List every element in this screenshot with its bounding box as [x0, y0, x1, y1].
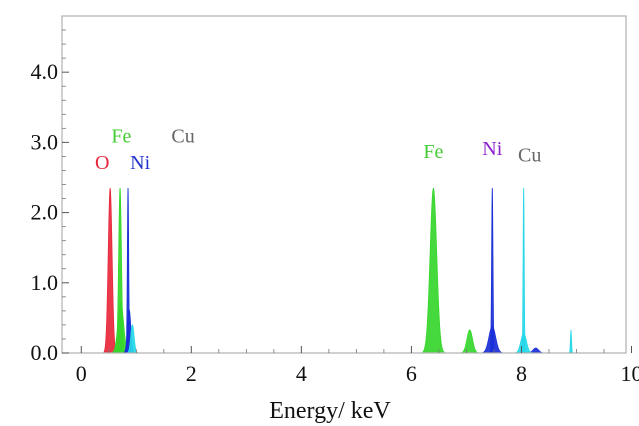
peak-label-cu: Cu [518, 144, 541, 166]
y-tick-label: 3.0 [31, 129, 59, 154]
y-tick-label: 1.0 [31, 270, 59, 295]
peak-label-fe: Fe [111, 125, 131, 147]
peaks-layer [103, 187, 574, 354]
x-tick-label: 8 [516, 361, 527, 386]
peak-label-ni: Ni [482, 138, 502, 160]
peak-o-1 [103, 187, 117, 353]
peak-label-o: O [95, 152, 109, 174]
x-tick-label: 6 [406, 361, 417, 386]
x-tick-label: 2 [186, 361, 197, 386]
x-tick-label: 10 [621, 361, 639, 386]
y-tick-label: 4.0 [31, 59, 59, 84]
peak-cu-4 [568, 329, 574, 354]
x-tick-label: 4 [296, 361, 307, 386]
peak-fe-4 [460, 329, 479, 354]
peak-label-cu: Cu [171, 125, 194, 147]
peak-ni-4 [481, 325, 503, 354]
x-axis-title: Energy/ keV [269, 398, 391, 424]
peak-label-fe: Fe [423, 141, 443, 163]
y-tick-label: 0.0 [31, 340, 59, 365]
peak-cu-3 [514, 332, 533, 354]
peak-fe-3 [421, 187, 445, 353]
axis-layer: 0 2 4 6 8 10 0.0 1.0 2.0 3.0 4.0 [31, 29, 639, 386]
x-tick-label: 0 [76, 361, 87, 386]
peak-label-ni: Ni [130, 152, 150, 174]
y-tick-label: 2.0 [31, 200, 59, 225]
